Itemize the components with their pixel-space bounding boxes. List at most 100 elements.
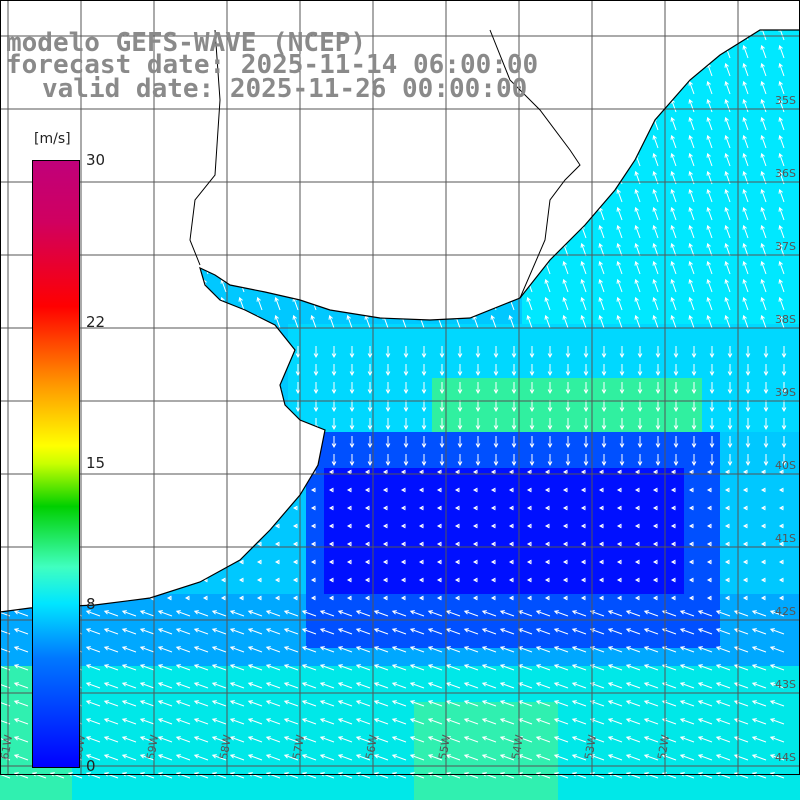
wind-arrow	[553, 646, 569, 653]
wind-arrow	[616, 487, 622, 493]
wind-arrow	[331, 364, 337, 377]
wind-arrow	[241, 382, 247, 395]
wind-arrow	[349, 346, 355, 359]
wind-arrow	[418, 260, 425, 275]
wind-arrow	[778, 134, 785, 149]
wind-arrow	[409, 628, 425, 635]
wind-arrow	[166, 296, 173, 311]
wind-arrow	[382, 278, 389, 293]
wind-arrow	[367, 382, 373, 395]
wind-arrow	[421, 436, 427, 449]
wind-arrow	[508, 278, 515, 293]
wind-arrow	[238, 260, 245, 275]
wind-arrow	[367, 454, 373, 467]
wind-arrow	[760, 559, 766, 565]
wind-arrow	[691, 364, 697, 377]
lon-label: 58W	[217, 734, 234, 761]
wind-arrow	[310, 242, 317, 257]
wind-arrow	[571, 646, 587, 653]
wind-arrow	[202, 116, 209, 131]
wind-arrow	[22, 541, 28, 547]
wind-arrow	[391, 610, 407, 617]
wind-arrow	[463, 718, 479, 725]
wind-arrow	[589, 736, 605, 743]
wind-arrow	[580, 30, 587, 41]
wind-arrow	[121, 610, 137, 617]
wind-arrow	[418, 469, 424, 475]
wind-arrow	[241, 436, 247, 449]
wind-arrow	[220, 577, 226, 583]
wind-arrow	[634, 80, 641, 95]
wind-arrow	[547, 418, 553, 431]
wind-arrow	[85, 718, 101, 725]
wind-arrow	[292, 577, 298, 583]
wind-arrow	[337, 628, 353, 635]
wind-arrow	[205, 364, 211, 377]
wind-arrow	[673, 382, 679, 395]
wind-arrow	[526, 152, 533, 167]
wind-arrow	[238, 314, 245, 329]
wind-arrow	[583, 364, 589, 377]
wind-arrow	[607, 718, 623, 725]
wind-arrow	[292, 278, 299, 293]
wind-arrow	[238, 116, 245, 131]
wind-arrow	[691, 418, 697, 431]
wind-arrow	[436, 296, 443, 311]
wind-arrow	[418, 206, 425, 221]
coastline	[0, 29, 800, 613]
wind-arrow	[511, 436, 517, 449]
wind-arrow	[598, 469, 604, 475]
wind-arrow	[490, 469, 496, 475]
wind-arrow	[427, 700, 443, 707]
wind-arrow	[256, 469, 262, 475]
wind-arrow	[418, 577, 424, 583]
wind-arrow	[493, 382, 499, 395]
wind-arrow	[490, 206, 497, 221]
wind-arrow	[265, 646, 281, 653]
wind-arrow	[133, 436, 139, 449]
wind-arrow	[715, 628, 731, 635]
wind-arrow	[400, 116, 407, 131]
wind-arrow	[580, 559, 586, 565]
wind-arrow	[400, 523, 406, 529]
wind-arrow	[529, 346, 535, 359]
wind-arrow	[418, 487, 424, 493]
wind-arrow	[328, 577, 334, 583]
wind-arrow	[733, 628, 749, 635]
wind-arrow	[571, 664, 587, 671]
wind-arrow	[601, 364, 607, 377]
wind-arrow	[481, 628, 497, 635]
wind-arrow	[634, 260, 641, 275]
wind-arrow	[493, 454, 499, 467]
wind-arrow	[529, 382, 535, 395]
wind-arrow	[292, 595, 298, 601]
wind-arrow	[634, 116, 641, 131]
wind-arrow	[385, 400, 391, 413]
wind-arrow	[184, 577, 190, 583]
wind-arrow	[256, 595, 262, 601]
wind-arrow	[580, 98, 587, 113]
colorbar-tick: 15	[86, 454, 106, 472]
wind-arrow	[310, 188, 317, 203]
wind-arrow	[778, 595, 784, 601]
wind-arrow	[553, 718, 569, 725]
wind-arrow	[103, 610, 119, 617]
wind-arrow	[157, 628, 173, 635]
wind-arrow	[175, 646, 191, 653]
wind-arrow	[256, 505, 262, 511]
wind-arrow	[598, 30, 605, 41]
wind-arrow	[292, 116, 299, 131]
wind-arrow	[508, 188, 515, 203]
wind-arrow	[169, 346, 175, 359]
wind-arrow	[544, 314, 551, 329]
wind-arrow	[241, 364, 247, 377]
wind-arrow	[742, 523, 748, 529]
wind-arrow	[499, 646, 515, 653]
wind-arrow	[625, 754, 641, 761]
wind-arrow	[229, 664, 245, 671]
wind-arrow	[643, 754, 659, 761]
wind-arrow	[175, 754, 191, 761]
wind-arrow	[319, 754, 335, 761]
wind-arrow	[598, 116, 605, 131]
wind-arrow	[553, 754, 569, 761]
